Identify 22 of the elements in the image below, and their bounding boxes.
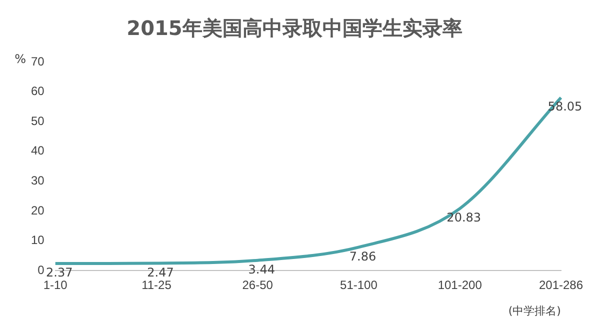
x-tick-label: 101-200 <box>438 278 482 292</box>
y-tick-label: 0 <box>38 262 45 277</box>
x-tick-label: 1-10 <box>43 278 68 292</box>
x-tick-label: 26-50 <box>242 278 274 292</box>
y-tick-label: 60 <box>30 84 45 98</box>
data-label: 2.37 <box>46 266 73 280</box>
data-label: 7.86 <box>349 249 376 264</box>
y-tick-label: 50 <box>30 114 45 128</box>
x-tick-label: 201-286 <box>538 278 584 292</box>
data-label: 2.47 <box>147 265 174 280</box>
y-axis-title: % <box>14 52 26 66</box>
y-tick-label: 40 <box>30 144 45 158</box>
y-tick-label: 30 <box>30 174 45 188</box>
chart-title: 2015年美国高中录取中国学生实录率 <box>126 16 462 40</box>
y-tick-label: 70 <box>30 54 45 68</box>
x-axis-title: (中学排名) <box>508 304 561 318</box>
y-tick-label: 20 <box>30 203 45 218</box>
x-tick-label: 51-100 <box>340 278 378 292</box>
data-label: 20.83 <box>446 210 482 225</box>
data-label: 3.44 <box>248 262 275 276</box>
x-tick-label: 11-25 <box>142 278 172 292</box>
y-tick-label: 10 <box>30 233 45 248</box>
